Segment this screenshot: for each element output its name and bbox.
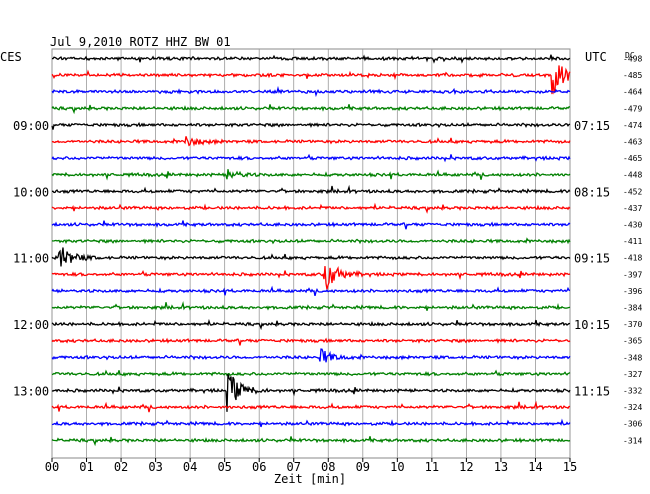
dc-offset-9: -437: [623, 204, 642, 213]
trace-line-12: [51, 247, 571, 267]
right-hour-label-0: 07:15: [574, 119, 610, 133]
x-tick-label-14: 14: [528, 460, 542, 474]
trace-line-5: [51, 136, 571, 147]
x-tick-label-11: 11: [425, 460, 439, 474]
x-tick-label-10: 10: [390, 460, 404, 474]
dc-offset-3: -479: [623, 104, 642, 113]
dc-offset-20: -332: [623, 387, 642, 396]
x-tick-label-7: 07: [287, 460, 301, 474]
dc-offset-10: -430: [623, 221, 642, 230]
trace-line-16: [51, 318, 571, 331]
right-hour-label-3: 10:15: [574, 318, 610, 332]
left-hour-label-4: 13:00: [13, 385, 49, 399]
trace-line-11: [51, 237, 571, 245]
trace-line-14: [51, 285, 571, 297]
trace-line-19: [51, 369, 571, 377]
x-tick-label-6: 06: [252, 460, 266, 474]
x-tick-label-2: 02: [114, 460, 128, 474]
plot-frame: [51, 48, 571, 459]
x-tick-label-0: 00: [45, 460, 59, 474]
dc-offset-14: -396: [623, 287, 642, 296]
trace-line-15: [51, 300, 571, 311]
trace-line-22: [51, 418, 571, 428]
trace-line-2: [51, 85, 571, 98]
x-tick-label-12: 12: [459, 460, 473, 474]
trace-line-13: [51, 266, 571, 290]
trace-line-10: [51, 220, 571, 230]
trace-line-23: [51, 436, 571, 447]
x-tick-label-4: 04: [183, 460, 197, 474]
right-hour-label-1: 08:15: [574, 185, 610, 199]
left-hour-label-2: 11:00: [13, 252, 49, 266]
trace-line-1: [51, 65, 571, 95]
left-hour-label-1: 10:00: [13, 185, 49, 199]
trace-group: [51, 54, 571, 447]
dc-offset-4: -474: [623, 121, 642, 130]
x-tick-label-13: 13: [494, 460, 508, 474]
trace-line-9: [51, 202, 571, 214]
x-tick-label-8: 08: [321, 460, 335, 474]
x-tick-label-15: 15: [563, 460, 577, 474]
dc-offset-11: -411: [623, 237, 642, 246]
x-tick-label-9: 09: [356, 460, 370, 474]
dc-offset-18: -348: [623, 353, 642, 362]
trace-line-4: [51, 121, 571, 130]
x-axis-label: Zeit [min]: [274, 472, 346, 486]
chart-title: Jul 9,2010 ROTZ HHZ BW 01: [50, 35, 231, 49]
dc-offset-17: -365: [623, 337, 642, 346]
trace-line-21: [51, 400, 571, 413]
dc-offset-2: -464: [623, 88, 642, 97]
dc-label: DC: [625, 51, 635, 60]
dc-offset-16: -370: [623, 320, 642, 329]
dc-offset-23: -314: [623, 436, 642, 445]
dc-offset-1: -485: [623, 71, 642, 80]
label-group: 00 01 02 03 04 05 06 07 08 09 10 11 12 13 14 15 09:00 10:…: [13, 55, 642, 475]
dc-offset-0: -498: [623, 55, 642, 64]
grid: [51, 48, 571, 462]
trace-line-3: [51, 104, 571, 115]
dc-offset-7: -448: [623, 171, 642, 180]
dc-offset-22: -306: [623, 420, 642, 429]
dc-offset-19: -327: [623, 370, 642, 379]
dc-offset-12: -418: [623, 254, 642, 263]
trace-line-20: [51, 373, 571, 412]
dc-offset-15: -384: [623, 304, 642, 313]
dc-offset-8: -452: [623, 187, 642, 196]
dc-offset-5: -463: [623, 138, 642, 147]
trace-line-0: [52, 54, 571, 64]
right-hour-label-4: 11:15: [574, 385, 610, 399]
left-hour-label-3: 12:00: [13, 318, 49, 332]
x-tick-label-1: 01: [79, 460, 93, 474]
dc-offset-6: -465: [623, 154, 642, 163]
dc-offset-21: -324: [623, 403, 642, 412]
x-tick-label-3: 03: [148, 460, 162, 474]
x-tick-label-5: 05: [217, 460, 231, 474]
right-timezone-label: UTC: [585, 50, 607, 64]
trace-line-17: [51, 337, 571, 346]
trace-line-7: [51, 169, 571, 181]
trace-line-6: [51, 153, 571, 163]
trace-line-18: [51, 348, 571, 363]
dc-offset-13: -397: [623, 270, 642, 279]
left-hour-label-0: 09:00: [13, 119, 49, 133]
right-hour-label-2: 09:15: [574, 252, 610, 266]
trace-line-8: [52, 184, 571, 195]
left-timezone-label: CES: [0, 50, 22, 64]
